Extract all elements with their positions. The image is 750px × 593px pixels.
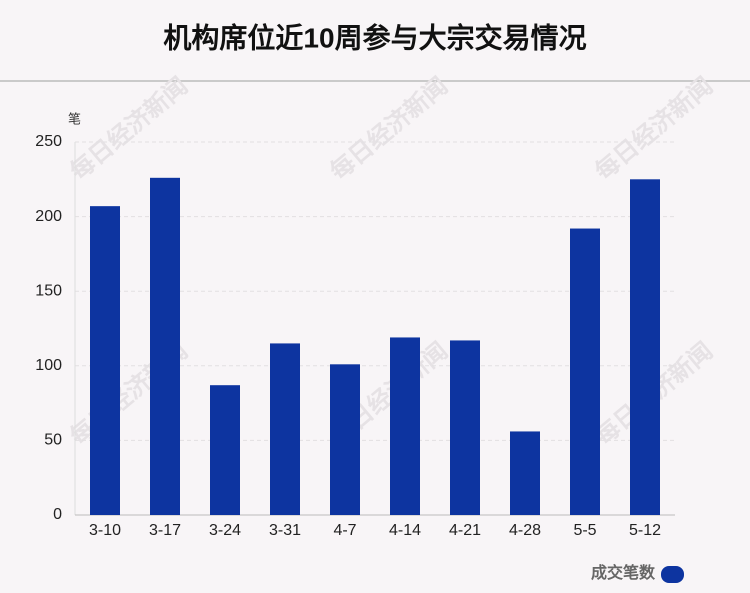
x-tick-label: 4-14 (389, 522, 421, 539)
x-tick-label: 4-21 (449, 522, 481, 539)
y-tick-label: 0 (53, 506, 62, 523)
bar (450, 340, 480, 515)
chart-title: 机构席位近10周参与大宗交易情况 (163, 21, 586, 53)
x-tick-label: 4-28 (509, 522, 541, 539)
bar (630, 179, 660, 516)
x-tick-label: 3-17 (149, 522, 181, 539)
bar (210, 385, 240, 515)
x-tick-label: 5-12 (629, 522, 661, 539)
bar (570, 228, 600, 515)
legend-swatch (661, 566, 684, 583)
y-tick-label: 100 (35, 357, 62, 374)
x-tick-label: 3-31 (269, 522, 301, 539)
y-tick-label: 250 (35, 133, 62, 150)
y-tick-label: 50 (44, 432, 62, 449)
bar (510, 431, 540, 515)
x-tick-label: 3-10 (89, 522, 121, 539)
x-tick-label: 5-5 (573, 522, 596, 539)
y-tick-label: 150 (35, 282, 62, 299)
bar (390, 337, 420, 515)
y-tick-label: 200 (35, 208, 62, 225)
legend-label: 成交笔数 (591, 563, 656, 582)
bar (330, 364, 360, 515)
x-tick-label: 3-24 (209, 522, 241, 539)
bar (270, 343, 300, 515)
x-tick-label: 4-7 (333, 522, 356, 539)
bar (90, 206, 120, 515)
bar (150, 177, 180, 516)
y-axis-unit: 笔 (68, 111, 81, 126)
